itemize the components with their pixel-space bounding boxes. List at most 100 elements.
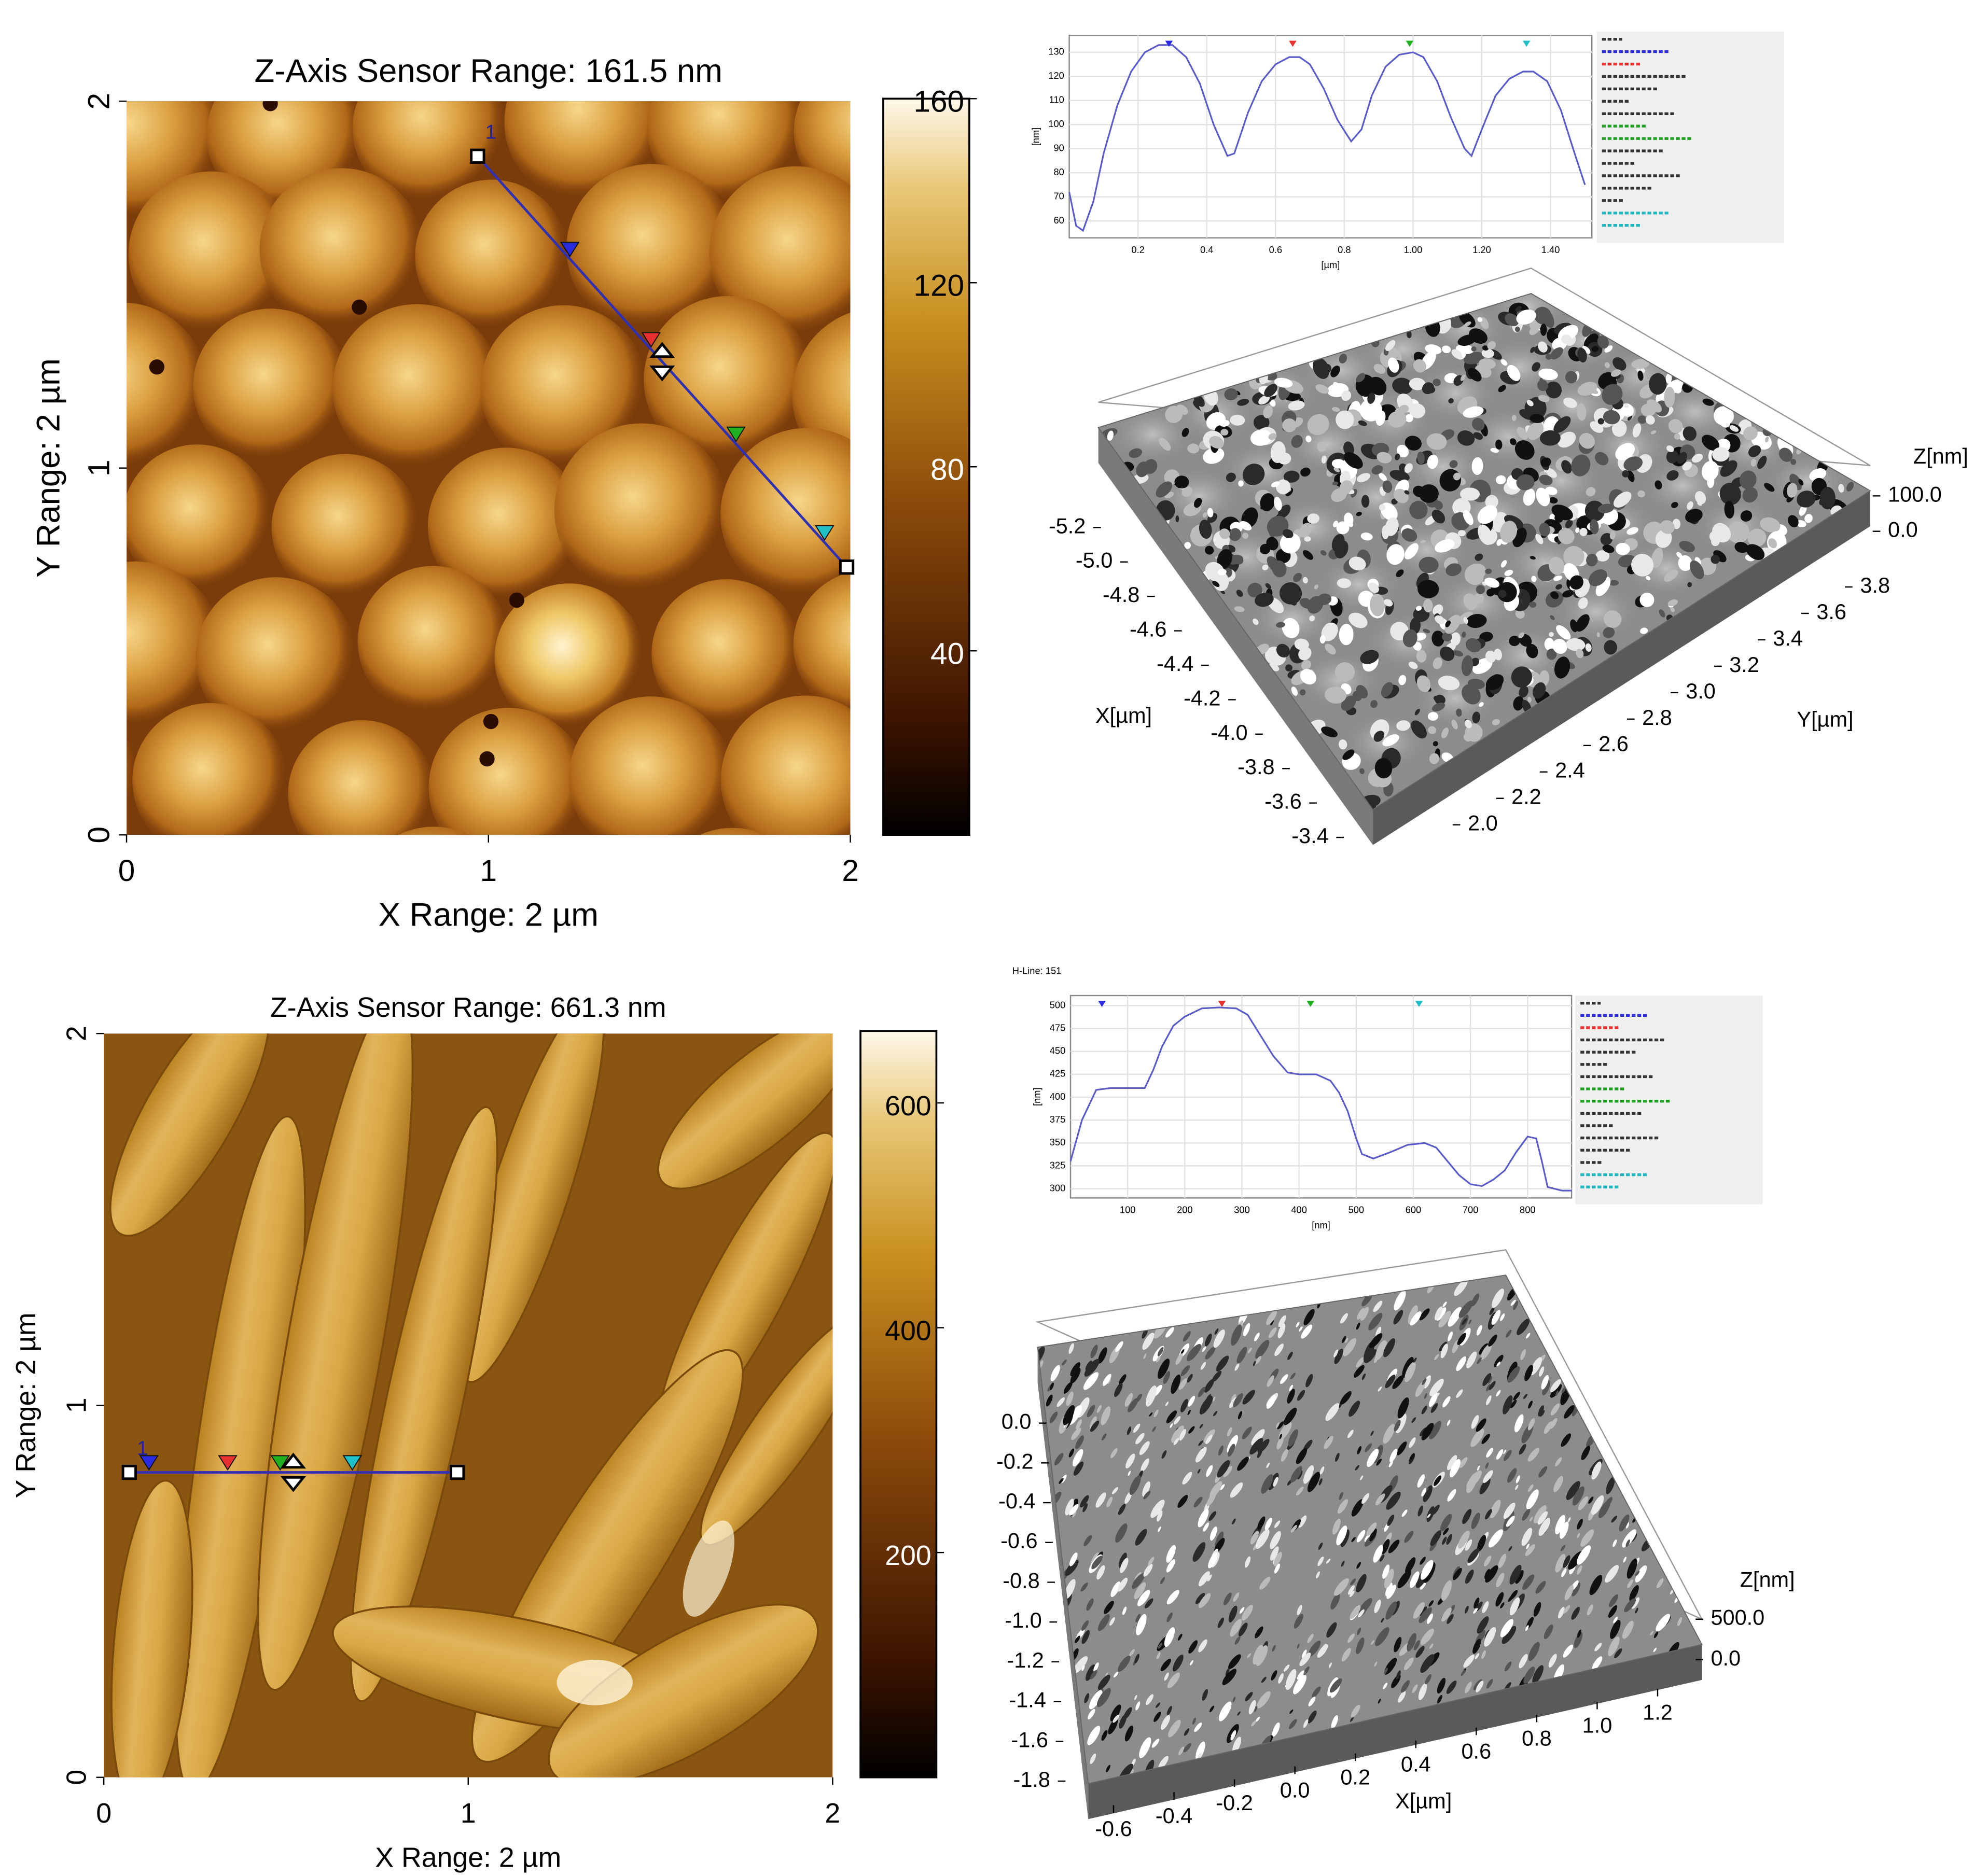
sphere (127, 444, 272, 594)
texture (1181, 428, 1189, 437)
sphere (709, 166, 851, 340)
cursor-marker (726, 426, 746, 442)
texture (1065, 1559, 1079, 1576)
texture (1804, 514, 1813, 523)
texture (1449, 460, 1458, 468)
texture (1070, 1367, 1081, 1384)
texture (1702, 398, 1714, 406)
texture (1572, 1486, 1584, 1506)
texture (1405, 436, 1422, 451)
texture (1368, 582, 1379, 593)
texture (1401, 528, 1417, 542)
texture (1677, 452, 1687, 464)
texture (1382, 1564, 1390, 1579)
texture (1270, 1531, 1281, 1549)
y-tick-label: 120 (1048, 70, 1064, 81)
texture (1177, 1495, 1188, 1508)
texture (1192, 1542, 1206, 1562)
texture (1516, 1475, 1520, 1483)
texture (1477, 1535, 1486, 1552)
texture (1456, 1356, 1467, 1371)
texture (1419, 484, 1439, 503)
midpoint-handle (649, 342, 675, 358)
texture (1448, 398, 1454, 404)
texture (1402, 629, 1417, 648)
texture (1463, 406, 1484, 418)
texture (1085, 1360, 1092, 1370)
y-tick-label: 110 (1049, 94, 1064, 105)
y-tick-label: 3.0 (1686, 679, 1716, 703)
colorbar-tick-label: 120 (913, 269, 964, 302)
texture (1503, 1395, 1513, 1415)
texture (1218, 1701, 1232, 1721)
texture (1360, 650, 1379, 664)
texture (1255, 1340, 1270, 1359)
texture (1351, 1537, 1356, 1542)
texture (1460, 374, 1466, 381)
texture (1356, 1357, 1365, 1368)
texture (1538, 1405, 1544, 1417)
texture (1294, 1614, 1303, 1629)
texture (1481, 1650, 1486, 1659)
texture (1384, 1569, 1394, 1588)
texture (1164, 1627, 1175, 1647)
texture (1471, 457, 1483, 475)
bright-spot (683, 1520, 734, 1617)
texture (1229, 528, 1242, 541)
texture (1597, 503, 1615, 513)
texture (1459, 311, 1476, 328)
texture (1397, 1441, 1407, 1455)
texture (1321, 455, 1327, 464)
texture (1080, 1495, 1089, 1508)
texture (1089, 1690, 1103, 1710)
texture (1627, 415, 1632, 421)
texture (1445, 563, 1462, 577)
midpoint-handle (649, 365, 675, 382)
texture (1303, 1465, 1314, 1484)
axis-label: Z[nm] (1913, 444, 1968, 468)
texture (1436, 1392, 1440, 1397)
texture (1525, 1333, 1531, 1339)
texture (1366, 1522, 1377, 1536)
texture (1526, 1489, 1539, 1509)
sphere (428, 708, 589, 835)
texture (1233, 1393, 1243, 1407)
texture (1361, 1493, 1370, 1504)
texture (1265, 583, 1271, 589)
texture (1639, 593, 1655, 607)
sphere (127, 738, 138, 822)
texture (1456, 1389, 1463, 1398)
x-tick-label: 0.4 (1200, 244, 1213, 255)
texture (1484, 1627, 1496, 1647)
texture (1656, 1578, 1664, 1588)
texture (1330, 366, 1340, 377)
texture (1603, 627, 1615, 638)
texture (1283, 470, 1300, 483)
texture (1083, 1535, 1092, 1546)
texture (1165, 1327, 1175, 1338)
texture (1409, 500, 1428, 520)
texture (1685, 509, 1703, 523)
texture (1420, 540, 1426, 543)
texture (1258, 395, 1270, 405)
texture (1488, 1376, 1493, 1384)
bright-spot (557, 1659, 633, 1705)
texture (1143, 1491, 1151, 1500)
texture (1280, 1374, 1288, 1384)
texture (1291, 435, 1303, 448)
texture (1799, 505, 1807, 516)
y-tick-label: 450 (1050, 1045, 1066, 1056)
texture (1344, 512, 1354, 526)
texture (1603, 610, 1622, 628)
texture (1411, 720, 1427, 739)
texture (1389, 1449, 1398, 1463)
texture (1523, 488, 1536, 506)
texture (1622, 1529, 1637, 1548)
texture (1620, 403, 1634, 417)
texture (1137, 1590, 1150, 1606)
texture (1257, 1439, 1270, 1453)
texture (1441, 727, 1449, 739)
texture (1202, 1346, 1206, 1352)
texture (1666, 445, 1674, 453)
texture (1399, 404, 1409, 414)
